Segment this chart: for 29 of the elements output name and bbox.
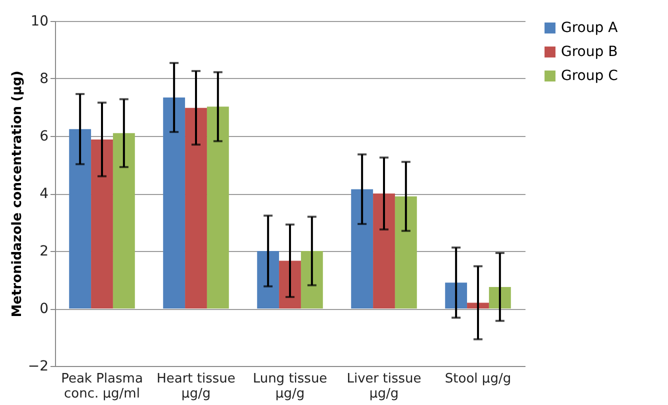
y-tick-label: 2 bbox=[40, 244, 48, 260]
bar bbox=[300, 251, 323, 308]
bar bbox=[185, 108, 207, 308]
bar bbox=[206, 106, 229, 308]
bar bbox=[394, 196, 417, 308]
x-tick-label: Liver tissue µg/g bbox=[346, 372, 422, 402]
bar bbox=[351, 189, 374, 308]
y-axis-title: Metronidazole concentration (µg) bbox=[10, 70, 25, 318]
bar bbox=[445, 282, 468, 308]
legend-label: Group A bbox=[561, 20, 618, 36]
bar bbox=[373, 194, 395, 308]
bar bbox=[163, 97, 186, 308]
y-tick-label: 6 bbox=[40, 128, 49, 144]
y-tick-label: 0 bbox=[40, 301, 48, 317]
x-tick-label: Peak Plasma conc. µg/ml bbox=[61, 372, 143, 402]
legend-label: Group C bbox=[561, 68, 618, 84]
y-tick-label: 4 bbox=[40, 186, 49, 202]
y-tick-label: 10 bbox=[30, 14, 48, 30]
legend-label: Group B bbox=[561, 44, 618, 60]
x-tick-label: Heart tissue µg/g bbox=[156, 372, 236, 402]
x-tick-label: Lung tissue µg/g bbox=[252, 372, 328, 402]
y-tick-label: 8 bbox=[40, 71, 48, 87]
bar bbox=[112, 133, 135, 308]
bar bbox=[279, 260, 301, 308]
bar bbox=[257, 251, 280, 308]
bar bbox=[69, 129, 92, 308]
bar bbox=[91, 139, 113, 308]
y-tick-label: −2 bbox=[28, 358, 48, 374]
x-tick-label: Stool µg/g bbox=[444, 372, 512, 386]
